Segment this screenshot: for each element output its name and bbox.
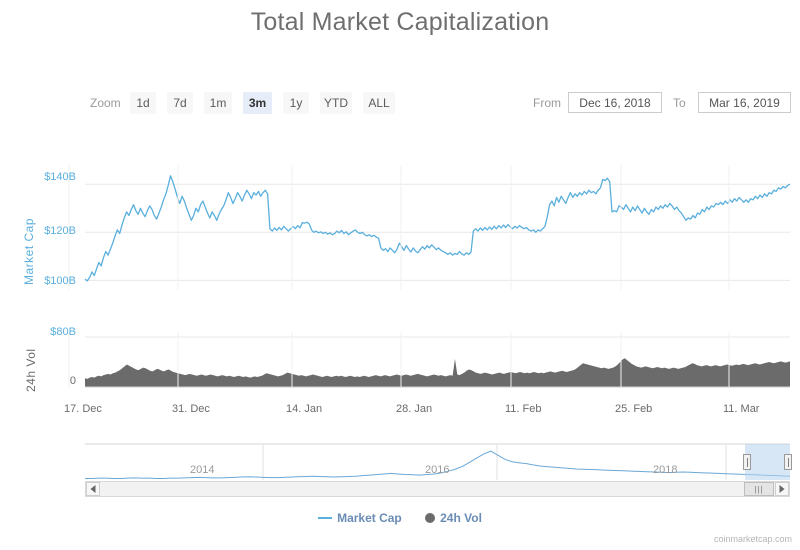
dot-swatch-icon	[425, 512, 436, 523]
scrollbar-right-arrow[interactable]	[775, 482, 789, 496]
x-tick-5: 25. Feb	[615, 403, 653, 415]
main-y-tick-140: $140B	[44, 171, 76, 183]
volume-y-tick-80: $80B	[50, 326, 76, 338]
volume-area	[85, 358, 790, 387]
triangle-left-icon	[90, 485, 96, 493]
zoom-button-3m[interactable]: 3m	[243, 92, 272, 114]
zoom-label: Zoom	[90, 96, 121, 110]
navigator-series	[85, 450, 791, 479]
page-title: Total Market Capitalization	[250, 8, 550, 36]
legend: Market Cap 24h Vol	[0, 510, 800, 525]
x-tick-1: 31. Dec	[172, 403, 210, 415]
zoom-button-1y[interactable]: 1y	[283, 92, 309, 114]
line-swatch-icon	[318, 516, 333, 519]
scrollbar-thumb[interactable]: |||	[744, 482, 774, 496]
zoom-button-all[interactable]: ALL	[363, 92, 395, 114]
navigator-handle-left[interactable]	[743, 454, 751, 470]
x-tick-6: 11. Mar	[723, 403, 760, 415]
to-label: To	[673, 96, 686, 110]
zoom-button-7d[interactable]: 7d	[167, 92, 193, 114]
x-tick-4: 11. Feb	[505, 403, 542, 415]
zoom-button-ytd[interactable]: YTD	[320, 92, 352, 114]
zoom-button-1m[interactable]: 1m	[204, 92, 232, 114]
main-gridlines	[85, 183, 790, 281]
legend-item-market-cap[interactable]: Market Cap	[318, 510, 402, 525]
navigator-year-2014: 2014	[190, 464, 215, 476]
market-cap-line	[84, 175, 791, 282]
x-tick-2: 14. Jan	[286, 403, 323, 415]
navigator-year-2016: 2016	[425, 464, 450, 476]
main-y-tick-120: $120B	[44, 225, 76, 237]
x-tick-3: 28. Jan	[396, 403, 433, 415]
navigator-selected-range[interactable]	[745, 444, 790, 480]
scrollbar-grip: |||	[754, 485, 764, 494]
navigator-year-2018: 2018	[653, 464, 678, 476]
scrollbar[interactable]: |||	[85, 481, 790, 497]
navigator-handle-right[interactable]	[784, 454, 792, 470]
from-date-input[interactable]: Dec 16, 2018	[568, 92, 662, 113]
x-gridlines	[68, 165, 730, 387]
scrollbar-left-arrow[interactable]	[86, 482, 100, 496]
legend-label-market-cap: Market Cap	[337, 510, 402, 525]
main-y-tick-100: $100B	[44, 275, 76, 287]
triangle-right-icon	[779, 485, 785, 493]
volume-y-tick-0: 0	[69, 375, 76, 387]
zoom-button-1d[interactable]: 1d	[130, 92, 156, 114]
legend-label-volume: 24h Vol	[440, 510, 482, 525]
legend-item-volume[interactable]: 24h Vol	[425, 510, 482, 525]
navigator[interactable]: 2014 2016 2018	[85, 444, 792, 480]
credits-link[interactable]: coinmarketcap.com	[713, 534, 792, 544]
from-label: From	[533, 96, 561, 110]
to-date-input[interactable]: Mar 16, 2019	[698, 92, 791, 113]
x-tick-0: 17. Dec	[64, 403, 102, 415]
range-selector: Zoom 1d 7d 1m 3m 1y YTD ALL From Dec 16,…	[90, 92, 791, 116]
